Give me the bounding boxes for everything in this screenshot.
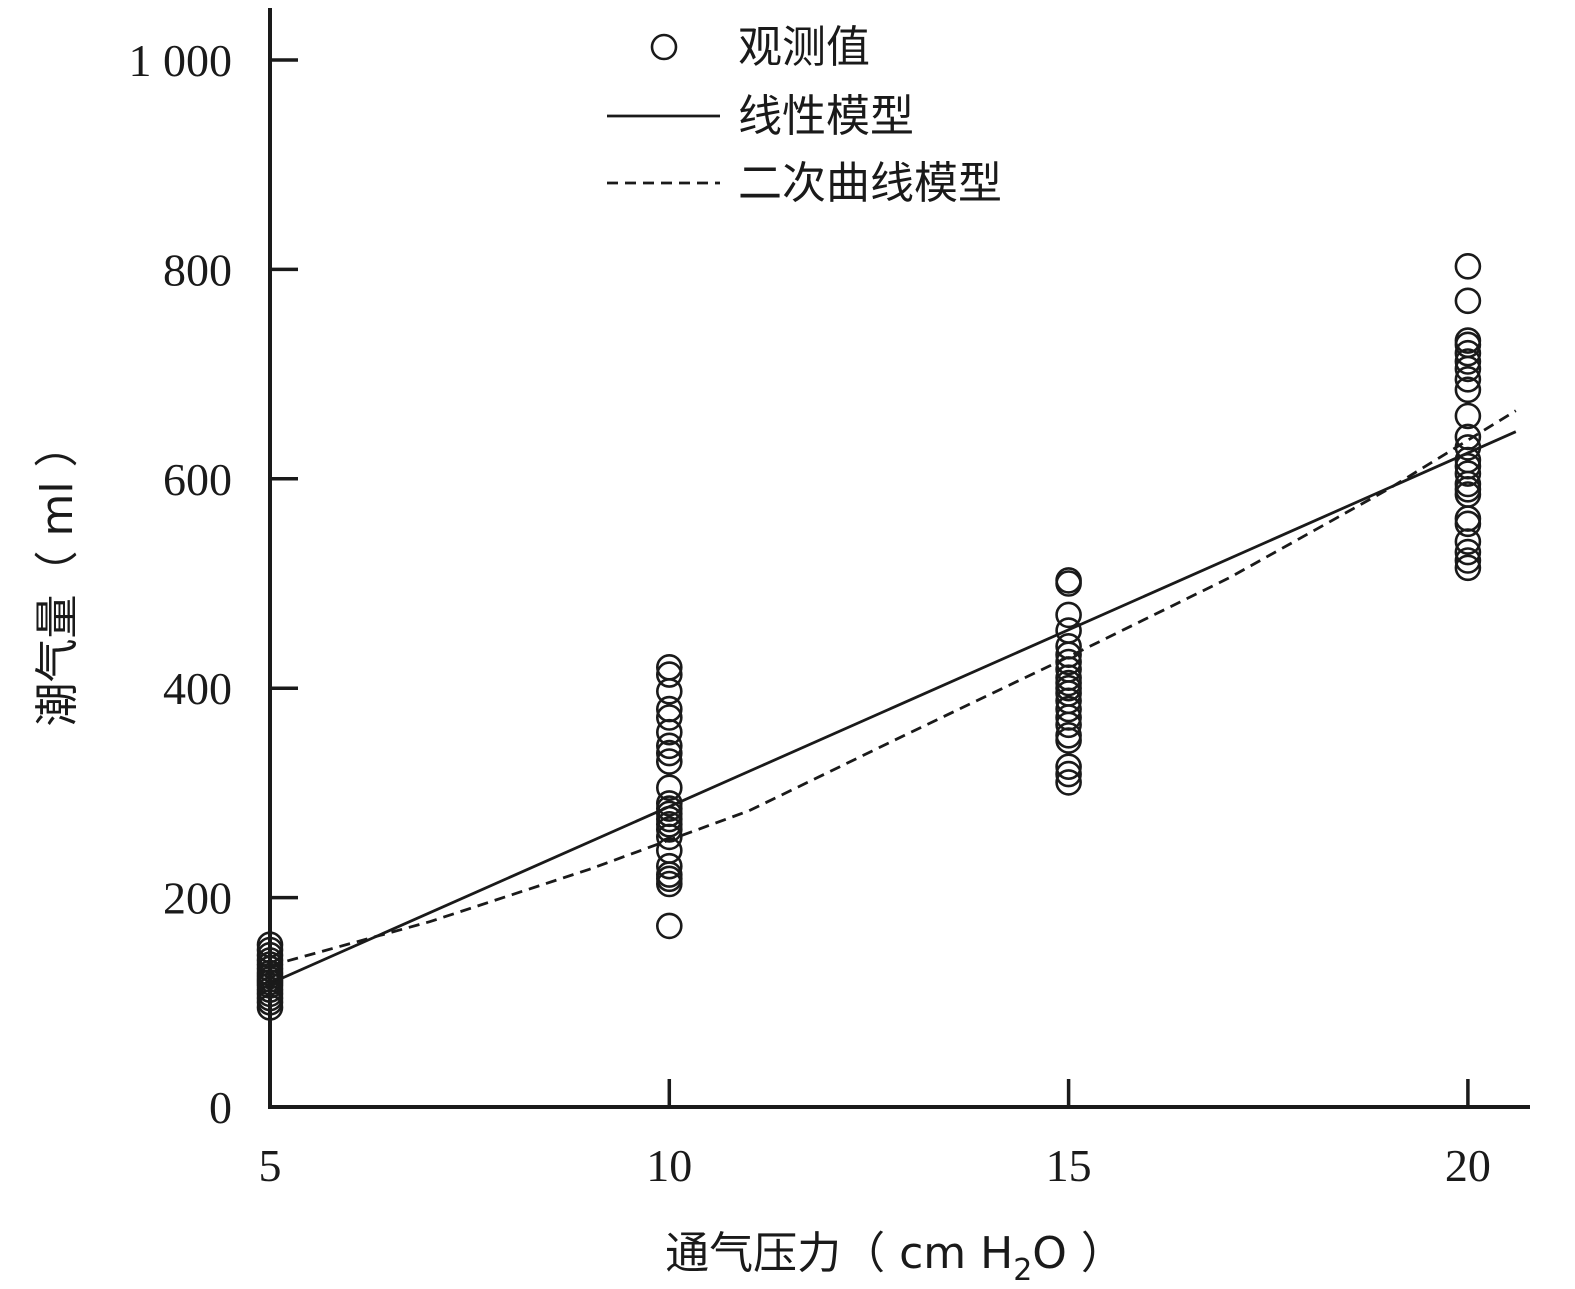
x-axis-ticks: 5 10 15 20 [259,1079,1491,1191]
observed-point [1055,695,1082,723]
x-tick-label: 20 [1445,1140,1491,1191]
observed-point [1454,554,1482,582]
legend-label-linear: 线性模型 [738,91,914,142]
observed-point [1454,348,1482,375]
observed-point [1454,452,1482,480]
observed-point [1055,601,1082,629]
observed-point [1454,510,1482,538]
observed-point [655,912,683,940]
legend-item-quadratic: 二次曲线模型 [607,158,1002,209]
observed-point [655,653,683,681]
y-axis-title: 潮气量（ ml ） [32,423,83,726]
observed-point [1454,505,1482,532]
x-axis-title-tail: O ） [1032,1228,1125,1279]
x-axis-title-subscript: 2 [1013,1253,1032,1288]
observed-point [1055,769,1082,796]
observed-point [655,704,683,731]
observed-point [655,774,683,802]
y-tick-label: 200 [163,873,232,924]
observed-point [1055,753,1082,781]
axes [268,8,1530,1109]
legend-item-linear: 线性模型 [607,91,914,142]
legend-label-quadratic: 二次曲线模型 [738,158,1002,209]
observed-point [655,661,683,688]
observed-point [655,790,683,817]
y-tick-label: 400 [163,663,232,714]
y-tick-label: 1 000 [129,35,233,86]
observed-point [1454,538,1482,566]
observed-point [1454,547,1482,574]
legend-marker-observed [650,33,678,61]
observed-points [256,252,1482,1021]
x-tick-label: 5 [259,1140,282,1191]
observed-point [1454,287,1482,315]
legend: 观测值 线性模型 二次曲线模型 [607,22,1002,209]
observed-point [1454,402,1482,430]
observed-point [1454,252,1482,280]
x-axis-title-main: 通气压力（ cm H [665,1228,1013,1279]
observed-point [655,732,683,760]
observed-point [1055,721,1082,749]
observed-point [655,852,683,880]
observed-point [1454,327,1482,354]
y-tick-label: 0 [209,1082,232,1133]
quadratic-model-line [269,409,1517,968]
observed-point [655,748,683,775]
observed-point [1055,760,1082,788]
observed-point [1055,567,1082,594]
observed-point [655,695,683,723]
observed-point [655,739,683,767]
x-tick-label: 10 [646,1140,692,1191]
observed-point [1055,617,1082,644]
legend-item-observed: 观测值 [650,22,870,73]
observed-point [1454,376,1482,404]
plot-area [256,252,1517,1021]
linear-model-line [269,430,1517,985]
observed-point [1454,339,1482,367]
x-tick-label: 15 [1046,1140,1092,1191]
observed-point [1055,648,1082,676]
y-tick-label: 600 [163,454,232,505]
observed-point [1454,365,1482,393]
y-axis-ticks: 0 200 400 600 800 1 000 [129,35,298,1133]
observed-point [655,837,683,864]
x-axis-title: 通气压力（ cm H2O ） [665,1228,1125,1288]
y-tick-label: 800 [163,244,232,295]
observed-point [1454,434,1482,461]
observed-point [1055,632,1082,660]
observed-point [1454,423,1482,451]
legend-label-observed: 观测值 [738,22,870,73]
observed-point [1454,460,1482,487]
